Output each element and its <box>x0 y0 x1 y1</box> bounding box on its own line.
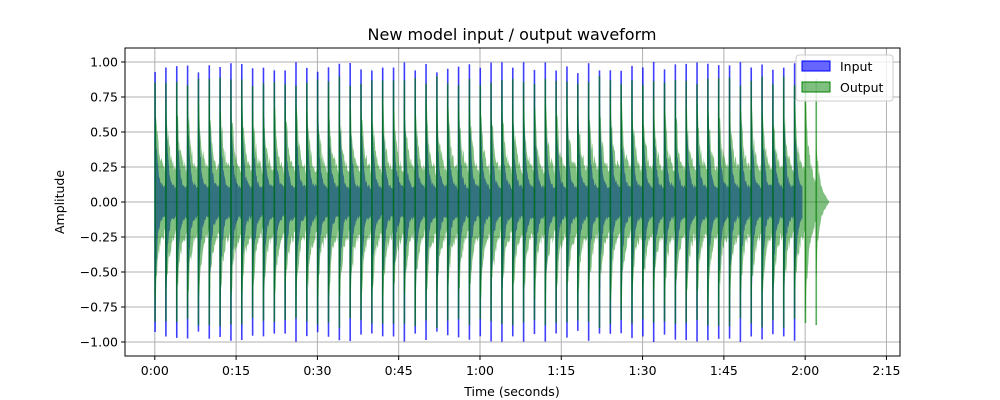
x-tick-label: 1:30 <box>629 363 657 378</box>
x-tick-label: 1:45 <box>710 363 738 378</box>
x-tick-label: 0:45 <box>385 363 413 378</box>
y-tick-label: −0.25 <box>80 230 118 245</box>
y-tick-label: 0.00 <box>90 195 118 210</box>
y-tick-label: −0.50 <box>80 265 118 280</box>
waveform-area-output <box>154 77 830 328</box>
y-tick-label: −0.75 <box>80 300 118 315</box>
y-tick-label: 0.25 <box>90 160 118 175</box>
legend: Input Output <box>795 54 894 102</box>
x-axis: 0:00 0:15 0:30 0:45 1:00 1:15 1:30 1:45 2:00 2:15 <box>141 356 900 378</box>
x-tick-label: 0:30 <box>303 363 331 378</box>
y-tick-label: 0.50 <box>90 125 118 140</box>
chart-title: New model input / output waveform <box>368 25 657 44</box>
x-tick-label: 2:00 <box>791 363 819 378</box>
x-tick-label: 1:15 <box>547 363 575 378</box>
y-tick-label: −1.00 <box>80 335 118 350</box>
y-axis-label: Amplitude <box>52 170 67 234</box>
x-axis-label: Time (seconds) <box>463 384 559 399</box>
y-tick-label: 1.00 <box>90 55 118 70</box>
series-layer <box>154 62 830 342</box>
legend-label-output: Output <box>840 80 884 95</box>
y-axis: 1.00 0.75 0.50 0.25 0.00 −0.25 −0.50 −0.75 −1.00 <box>80 55 125 350</box>
legend-label-input: Input <box>840 59 872 74</box>
legend-swatch-input <box>801 60 831 72</box>
x-tick-label: 2:15 <box>872 363 900 378</box>
y-tick-label: 0.75 <box>90 90 118 105</box>
x-tick-label: 0:15 <box>222 363 250 378</box>
x-tick-label: 0:00 <box>141 363 169 378</box>
x-tick-label: 1:00 <box>466 363 494 378</box>
legend-swatch-output <box>801 81 831 93</box>
series-output <box>154 76 830 328</box>
